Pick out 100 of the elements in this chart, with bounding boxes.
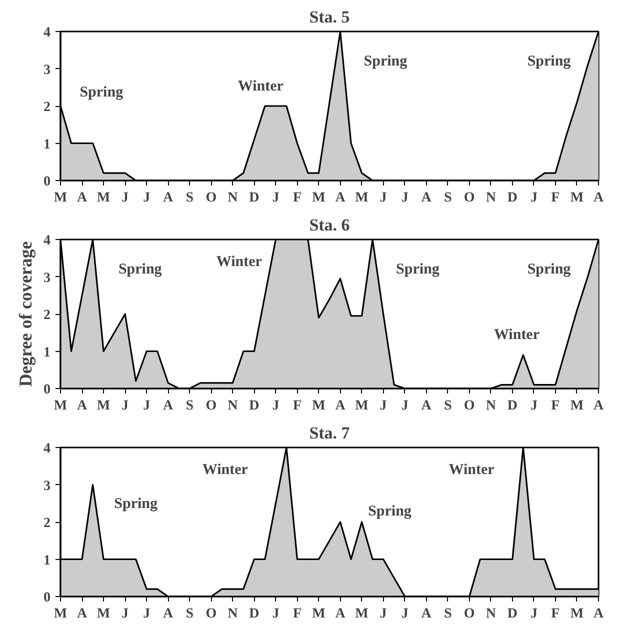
- annotation: Spring: [527, 53, 572, 70]
- y-tick-label: 4: [44, 26, 50, 40]
- annotation: Winter: [202, 462, 248, 478]
- x-tick-label: A: [335, 606, 346, 622]
- annotation: Winter: [216, 254, 262, 270]
- annotation: Winter: [494, 326, 540, 343]
- x-tick-label: D: [249, 606, 260, 622]
- x-tick-label: M: [570, 190, 584, 206]
- x-tick-label: A: [163, 398, 174, 414]
- y-tick-label: 0: [44, 590, 50, 606]
- y-tick-label: 3: [44, 478, 50, 494]
- x-tick-label: N: [228, 190, 238, 206]
- x-tick-label: M: [570, 398, 584, 414]
- x-tick-label: J: [380, 398, 387, 414]
- x-tick-label: F: [551, 398, 560, 414]
- y-tick-label: 3: [44, 270, 50, 286]
- chart-title: Sta. 7: [309, 424, 350, 442]
- x-tick-label: D: [249, 190, 260, 206]
- x-tick-label: O: [206, 606, 217, 622]
- x-tick-label: S: [186, 398, 194, 414]
- x-tick-label: D: [507, 606, 518, 622]
- x-tick-label: J: [272, 190, 280, 206]
- annotation: Spring: [114, 496, 158, 512]
- x-tick-label: A: [76, 606, 88, 622]
- x-tick-label: J: [530, 190, 538, 206]
- x-tick-label: A: [335, 398, 346, 414]
- x-tick-label: O: [464, 398, 475, 414]
- x-tick-label: J: [122, 398, 129, 414]
- x-tick-label: F: [292, 606, 302, 622]
- chart-title: Sta. 5: [309, 8, 350, 26]
- y-tick-label: 1: [44, 137, 50, 152]
- x-tick-label: D: [507, 398, 518, 414]
- annotation: Winter: [448, 462, 495, 478]
- x-tick-label: M: [312, 606, 326, 622]
- x-tick-label: M: [355, 398, 368, 414]
- x-tick-label: O: [464, 190, 475, 206]
- x-tick-label: A: [163, 606, 174, 622]
- annotation: Spring: [80, 84, 124, 101]
- x-tick-label: F: [551, 606, 560, 622]
- x-tick-label: F: [551, 190, 560, 206]
- x-tick-label: A: [335, 190, 346, 206]
- x-tick-label: N: [486, 398, 496, 414]
- annotation: Spring: [364, 53, 408, 70]
- x-tick-label: D: [507, 190, 518, 206]
- x-tick-label: A: [593, 606, 604, 622]
- x-tick-label: M: [312, 190, 326, 206]
- y-tick-label: 0: [44, 174, 50, 190]
- y-tick-label: 0: [44, 382, 50, 398]
- y-tick-label: 4: [44, 442, 50, 456]
- x-tick-label: S: [444, 606, 452, 622]
- x-tick-label: A: [593, 190, 604, 206]
- x-tick-label: S: [444, 398, 452, 414]
- x-tick-label: N: [486, 190, 496, 206]
- x-tick-label: J: [143, 190, 150, 206]
- x-tick-label: A: [76, 190, 88, 206]
- x-tick-label: J: [122, 606, 129, 622]
- annotation: Spring: [396, 261, 440, 278]
- x-tick-label: J: [530, 606, 538, 622]
- y-axis-title: Degree of coverage: [16, 241, 36, 387]
- x-tick-label: M: [96, 190, 110, 206]
- x-tick-label: O: [206, 190, 217, 206]
- x-tick-label: J: [122, 190, 129, 206]
- y-tick-label: 2: [44, 308, 50, 323]
- x-tick-label: O: [206, 398, 217, 414]
- x-tick-label: J: [401, 190, 408, 206]
- y-tick-label: 2: [44, 100, 50, 115]
- x-tick-label: D: [249, 398, 260, 414]
- x-tick-label: M: [54, 190, 68, 206]
- x-tick-label: A: [76, 398, 88, 414]
- x-tick-label: J: [143, 398, 150, 414]
- annotation: Winter: [238, 78, 284, 95]
- x-tick-label: A: [593, 398, 604, 414]
- y-tick-label: 1: [44, 345, 50, 360]
- annotation: Spring: [527, 261, 572, 278]
- y-tick-label: 2: [44, 516, 50, 531]
- x-tick-label: J: [401, 398, 408, 414]
- x-tick-label: M: [54, 398, 68, 414]
- x-tick-label: M: [312, 398, 326, 414]
- x-tick-label: M: [355, 190, 368, 206]
- x-tick-label: S: [186, 606, 194, 622]
- x-tick-label: F: [292, 398, 302, 414]
- x-tick-label: J: [380, 190, 387, 206]
- x-tick-label: N: [486, 606, 496, 622]
- x-tick-label: S: [186, 190, 194, 206]
- x-tick-label: J: [530, 398, 538, 414]
- annotation: Spring: [118, 261, 162, 278]
- x-tick-label: A: [421, 398, 432, 414]
- x-tick-label: N: [228, 398, 238, 414]
- y-tick-label: 1: [44, 553, 50, 568]
- x-tick-label: J: [143, 606, 150, 622]
- x-tick-label: A: [421, 606, 432, 622]
- x-tick-label: J: [380, 606, 387, 622]
- y-tick-label: 3: [44, 62, 50, 78]
- annotation: Spring: [368, 504, 412, 520]
- x-tick-label: N: [228, 606, 238, 622]
- x-tick-label: J: [272, 606, 280, 622]
- x-tick-label: M: [54, 606, 68, 622]
- y-tick-label: 4: [44, 234, 50, 248]
- x-tick-label: O: [464, 606, 475, 622]
- x-tick-label: J: [272, 398, 280, 414]
